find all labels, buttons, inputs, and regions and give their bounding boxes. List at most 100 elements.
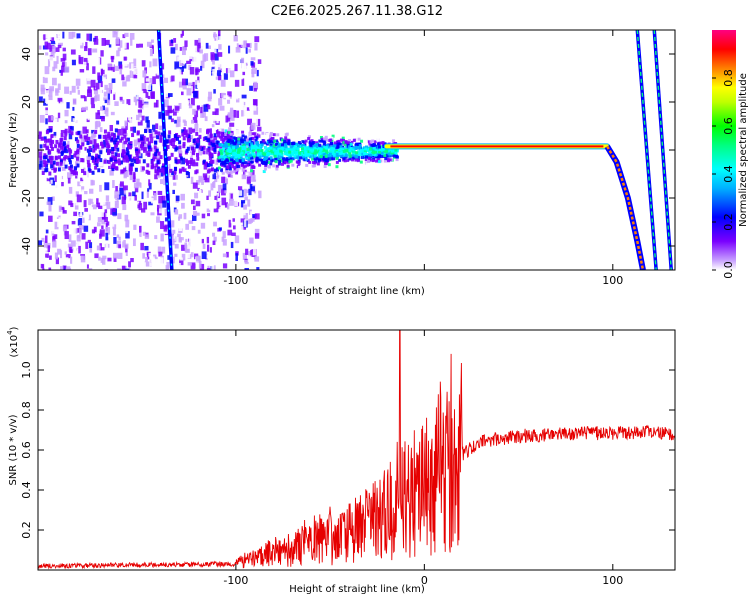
spectrogram-cell (61, 181, 64, 187)
spectrogram-cell (132, 64, 137, 70)
spectrogram-cell (136, 130, 140, 135)
spectrogram-cell (384, 150, 388, 154)
spectrogram-cell (81, 189, 86, 194)
spectrogram-cell (168, 158, 173, 165)
spectrogram-cell (140, 242, 144, 251)
spectrogram-cell (124, 42, 129, 50)
spectrogram-cell (57, 100, 62, 108)
spectrogram-cell (124, 151, 127, 159)
spectrogram-cell (162, 200, 167, 208)
spectrogram-cell (224, 188, 227, 194)
spectrogram-cell (127, 174, 132, 182)
spectrogram-cell (383, 139, 387, 143)
spectrogram-cell (244, 150, 248, 154)
spectrogram-cell (60, 108, 64, 117)
spectrogram-cell (52, 66, 56, 72)
spectrogram-cell (69, 137, 72, 143)
spectrogram-cell (308, 160, 312, 164)
spectrogram-cell (58, 217, 61, 223)
spectrogram-cell (202, 243, 206, 249)
spectrogram-cell (102, 105, 106, 111)
spectrogram-cell (142, 253, 146, 259)
spectrogram-cell (115, 65, 119, 71)
spectrogram-cell (236, 159, 240, 163)
spectrogram-cell (147, 188, 150, 192)
spectrogram-cell (310, 148, 314, 152)
spectrogram-cell (277, 154, 281, 158)
spectrogram-cell (228, 162, 232, 166)
spectrogram-cell (88, 42, 93, 46)
spectrogram-cell (199, 181, 202, 189)
spectrogram-cell (51, 162, 56, 171)
spectrogram-cell (51, 196, 55, 201)
spectrogram-cell (243, 107, 247, 116)
spectrogram-cell (89, 188, 94, 194)
spectrogram-cell (44, 269, 49, 270)
spectrogram-cell (377, 145, 381, 149)
spectrogram-cell (358, 144, 362, 148)
spectrogram-cell (215, 194, 219, 201)
spectrogram-cell (217, 133, 221, 138)
spectrogram-cell (318, 150, 322, 154)
spectrogram-cell (222, 263, 228, 269)
spectrogram-cell (232, 138, 236, 142)
spectrogram-cell (368, 147, 372, 151)
spectrogram-cell (123, 56, 127, 61)
spectrogram-cell (239, 75, 243, 80)
spectrogram-cell (194, 269, 199, 270)
spectrogram-cell (66, 155, 70, 160)
spectrogram-cell (234, 79, 240, 87)
spectrogram-cell (56, 34, 60, 41)
spectrogram-cell (81, 158, 85, 163)
spectrogram-cell (163, 77, 169, 83)
spectrogram-cell (181, 47, 186, 56)
spectrogram-cell (66, 140, 70, 148)
spectrogram-cell (157, 131, 161, 136)
spectrogram-cell (123, 132, 128, 137)
spectrogram-cell (355, 146, 359, 150)
spectrogram-cell (69, 164, 73, 169)
spectrogram-cell (275, 154, 279, 158)
spectrogram-cell (88, 213, 91, 221)
spectrogram-cell (328, 158, 332, 162)
spectrogram-cell (251, 132, 255, 136)
spectrogram-cell (221, 176, 226, 184)
spectrogram-cell (186, 146, 190, 151)
spectrogram-cell (145, 92, 149, 98)
spectrogram-cell (176, 134, 181, 139)
spectrogram-cell (196, 179, 201, 185)
spectrogram-cell (90, 250, 94, 257)
spectrogram-cell (144, 234, 150, 239)
spectrogram-cell (332, 153, 336, 157)
spectrogram-cell (76, 163, 80, 168)
spectrogram-cell (248, 154, 252, 158)
spectrogram-cell (341, 136, 345, 140)
spectrogram-cell (66, 102, 70, 109)
spectrogram-cell (111, 89, 116, 95)
spectrogram-cell (277, 162, 281, 166)
spectrogram-cell (380, 151, 384, 155)
spectrogram-cell (377, 160, 381, 164)
spectrogram-cell (325, 161, 329, 165)
spectrogram-cell (173, 38, 177, 43)
spectrogram-cell (199, 263, 205, 270)
spectrogram-cell (329, 155, 333, 159)
spectrogram-cell (63, 146, 67, 151)
spectrogram-cell (70, 131, 74, 136)
spectrogram-cell (141, 166, 145, 171)
spectrogram-cell (123, 69, 128, 77)
spectrogram-cell (74, 195, 79, 203)
spectrogram-cell (103, 97, 107, 101)
spectrogram-cell (39, 211, 44, 217)
spectrogram-cell (221, 171, 225, 175)
spectrogram-cell (144, 261, 150, 267)
spectrogram-cell (352, 138, 356, 142)
spectrogram-cell (170, 152, 174, 157)
spectrogram-cell (306, 159, 310, 163)
spectrogram-cell (153, 131, 156, 137)
spectrogram-ytick-label: -40 (20, 237, 33, 255)
spectrogram-cell (234, 60, 239, 64)
spectrogram-cell (241, 94, 247, 99)
snr-series-line (38, 330, 675, 570)
spectrogram-cell (39, 128, 44, 133)
